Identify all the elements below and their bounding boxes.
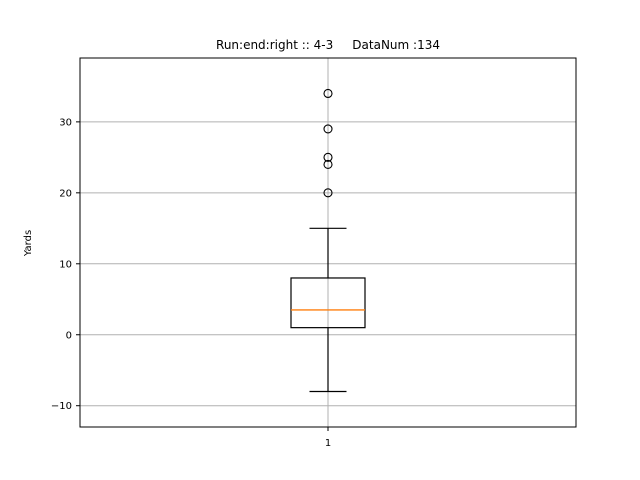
y-tick-label: −10 (51, 401, 72, 412)
y-tick-label: 0 (66, 330, 72, 341)
axis-ticks: −10 0 10 20 30 1 (51, 117, 331, 449)
iqr-box (290, 277, 366, 329)
x-tick-label: 1 (325, 438, 331, 449)
outlier-point (323, 152, 333, 162)
y-tick-label: 20 (59, 188, 72, 199)
y-tick-label: 30 (59, 117, 72, 128)
y-tick-label: 10 (59, 259, 72, 270)
outlier-point (323, 88, 333, 99)
outlier-point (323, 124, 333, 134)
chart-title: Run:end:right :: 4-3 DataNum :134 (216, 38, 440, 52)
y-axis-label: Yards (23, 230, 34, 257)
outlier-point (323, 188, 333, 198)
outlier-point (323, 159, 333, 169)
box-plot-marks (290, 88, 366, 393)
